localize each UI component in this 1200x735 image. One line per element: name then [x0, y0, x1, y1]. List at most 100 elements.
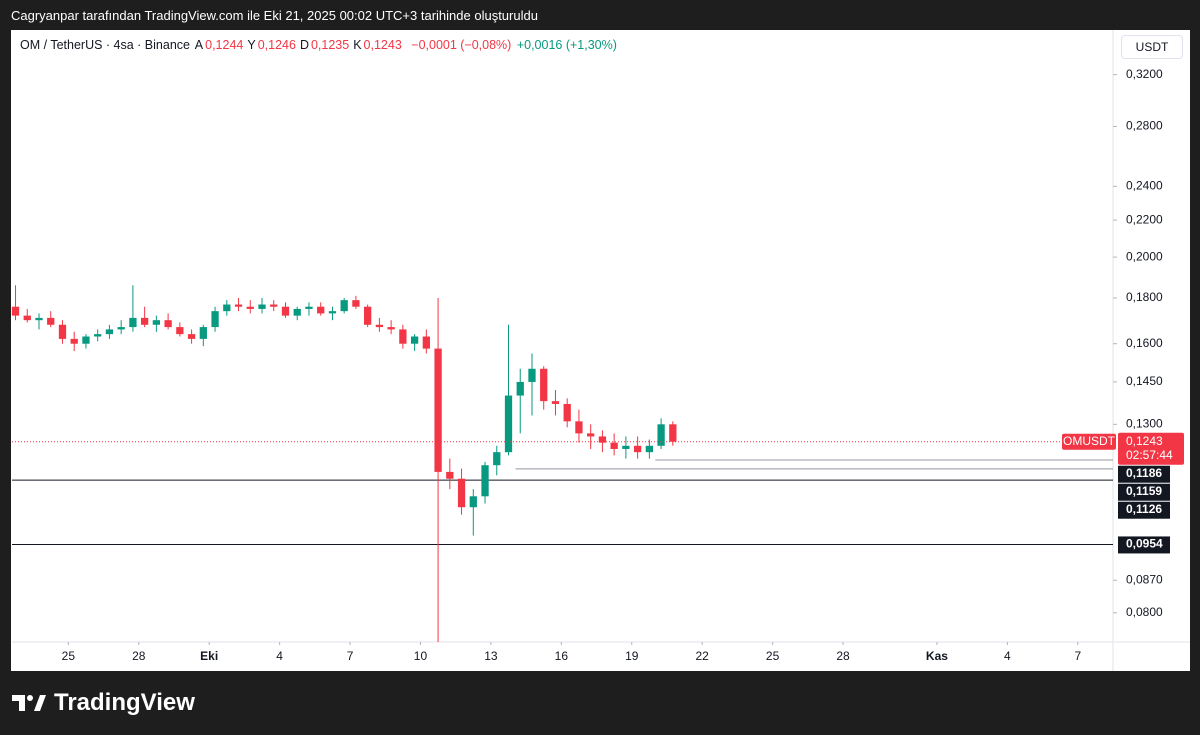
y-tick-label: 0,3200	[1126, 67, 1163, 81]
x-tick-label: 4	[1004, 649, 1011, 663]
level-tag-label: 0,1159	[1126, 484, 1162, 498]
x-tick-label: 28	[836, 649, 850, 663]
chart-panel	[11, 30, 1190, 671]
candle-body	[140, 317, 149, 325]
y-tick-label: 0,1450	[1126, 374, 1163, 388]
x-tick-label: 7	[347, 649, 354, 663]
candle-body	[47, 317, 55, 325]
candle-body	[352, 300, 360, 307]
x-tick-label: 13	[484, 649, 498, 663]
price-tag	[1118, 432, 1184, 465]
price-tag-label: 0,1243	[1126, 434, 1163, 448]
candle-body	[317, 306, 325, 314]
y-tick-label: 0,1300	[1126, 416, 1163, 430]
candle-body	[187, 334, 196, 339]
currency-button[interactable]: USDT	[1121, 35, 1183, 59]
candle-body	[117, 327, 125, 330]
candle-body	[305, 306, 313, 309]
symbol: OM / TetherUS · 4sa · Binance	[20, 38, 190, 52]
candle-body	[328, 311, 337, 314]
logo-icon	[12, 695, 46, 711]
candle-body	[399, 329, 407, 344]
candle-body	[504, 395, 513, 453]
candle-body	[234, 304, 243, 307]
candle-body	[598, 436, 607, 443]
candle-body	[493, 452, 501, 466]
candle-body	[610, 442, 618, 449]
candle-body	[669, 424, 677, 442]
ohlc-values: A 0,1244 Y 0,1246 D 0,1235 K 0,1243	[195, 38, 406, 52]
logo-text: TradingView	[54, 689, 195, 716]
candle-body	[270, 304, 278, 307]
candle-body	[551, 401, 560, 404]
candle-body	[633, 445, 642, 453]
candle-body	[199, 327, 207, 339]
countdown-label: 02:57:44	[1126, 448, 1173, 462]
y-tick-label: 0,2200	[1126, 212, 1163, 226]
candle-body	[434, 348, 442, 472]
candle-body	[657, 424, 665, 446]
candle-body	[58, 324, 67, 339]
candle-body	[622, 445, 630, 449]
candle-body	[35, 317, 43, 321]
candle-body	[82, 336, 90, 344]
level-tag	[1118, 483, 1170, 501]
ohlc-key: D	[299, 38, 309, 52]
candle-body	[94, 334, 102, 337]
candle-body	[457, 478, 466, 508]
x-tick-label: 22	[695, 649, 709, 663]
candle-body	[422, 336, 430, 349]
logo: TradingView	[12, 689, 195, 717]
candle-body	[587, 433, 595, 437]
candle-body	[293, 308, 301, 316]
symbol-legend: OM / TetherUS · 4sa · Binance A 0,1244 Y 0,…	[20, 38, 619, 52]
candle-body	[446, 471, 454, 479]
x-tick-label: 25	[62, 649, 76, 663]
ohlc-key: K	[353, 38, 362, 52]
y-tick-label: 0,2800	[1126, 119, 1163, 133]
candle-body	[258, 304, 266, 309]
y-tick-label: 0,1800	[1126, 290, 1163, 304]
x-tick-label: 25	[766, 649, 780, 663]
symbol-tag	[1062, 433, 1116, 450]
candle-body	[164, 320, 172, 328]
candle-body	[528, 368, 536, 382]
change-secondary: +0,0016 (+1,30%)	[516, 38, 617, 52]
y-tick-label: 0,0800	[1126, 605, 1163, 619]
candle-body	[129, 317, 137, 328]
level-tag	[1118, 465, 1170, 483]
ohlc-value: 0,1235	[310, 38, 350, 52]
candle-body	[410, 336, 419, 344]
candle-body	[70, 338, 78, 344]
attribution: Cagryanpar tarafından TradingView.com il…	[11, 8, 538, 23]
change: −0,0001 (−0,08%)	[411, 38, 512, 52]
candle-body	[469, 496, 477, 508]
candle-body	[516, 381, 524, 396]
x-tick-label: Kas	[926, 649, 948, 663]
candle-body	[387, 327, 395, 330]
ohlc-value: 0,1243	[363, 38, 402, 52]
candle-body	[563, 403, 571, 422]
level-tag-label: 0,1186	[1126, 466, 1162, 480]
level-tag	[1118, 501, 1170, 519]
x-tick-label: 4	[276, 649, 283, 663]
level-tag-label: 0,1126	[1126, 502, 1162, 516]
candle-body	[176, 327, 184, 335]
y-tick-label: 0,2000	[1126, 249, 1163, 263]
candle-body	[152, 320, 161, 325]
level-tag	[1118, 536, 1170, 554]
candle-body	[281, 306, 290, 316]
y-tick-label: 0,2400	[1126, 178, 1163, 192]
candle-body	[223, 304, 231, 312]
ohlc-key: Y	[247, 38, 256, 52]
x-tick-label: 7	[1074, 649, 1081, 663]
candle-body	[246, 306, 254, 309]
x-tick-label: 16	[555, 649, 569, 663]
candle-body	[11, 306, 20, 316]
symbol-tag-label: OMUSDT	[1063, 434, 1116, 448]
x-tick-label: Eki	[200, 649, 218, 663]
candle-body	[481, 465, 489, 497]
x-tick-label: 19	[625, 649, 639, 663]
